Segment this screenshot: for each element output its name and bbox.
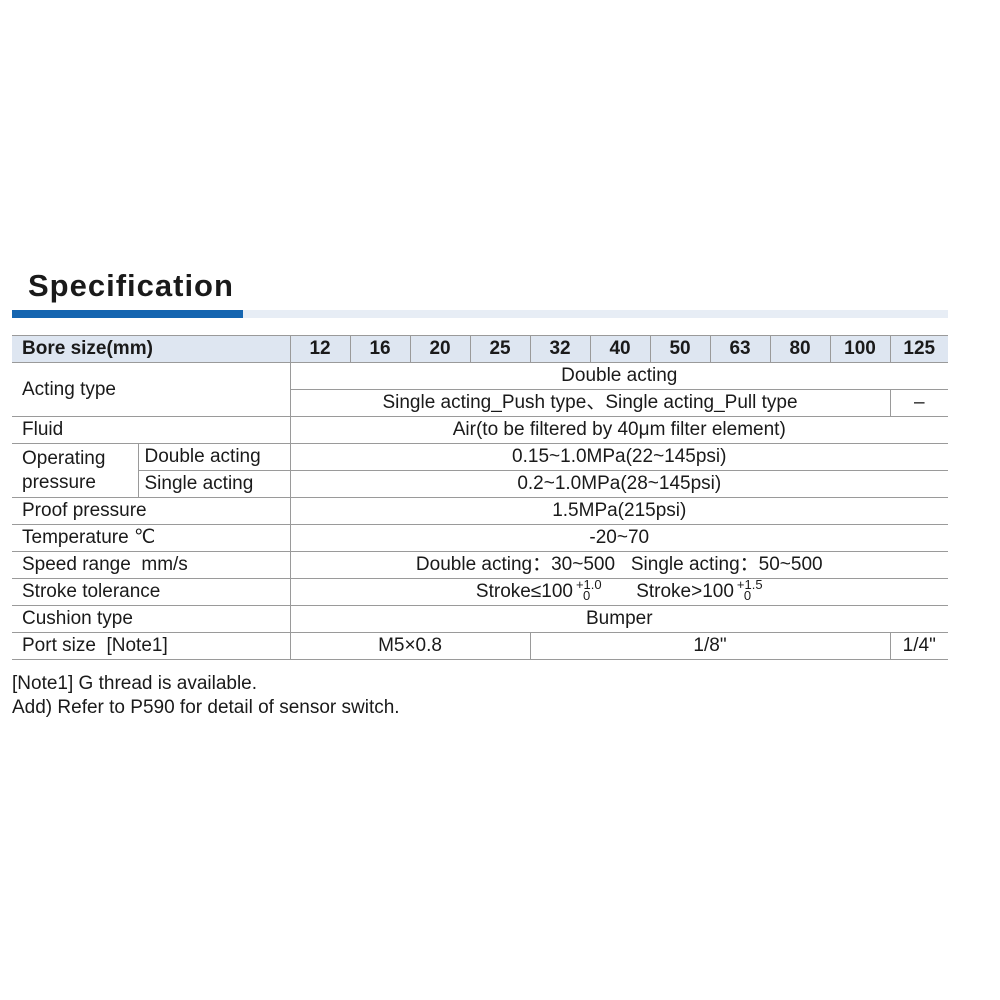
title-underline-track [12, 310, 948, 318]
row-sublabel: Double acting [137, 443, 291, 471]
table-row: Fluid Air(to be filtered by 40μm filter … [12, 416, 949, 444]
row-label: Speed range mm/s [12, 551, 291, 579]
row-label: Operating pressure [12, 443, 138, 498]
stroke-a: Stroke≤100 [475, 581, 573, 602]
table-row: Temperature ℃ -20~70 [12, 524, 949, 552]
tolerance-upper: +1.0 [575, 577, 602, 592]
cell-value: Bumper [289, 605, 949, 633]
row-label: Fluid [12, 416, 291, 444]
row-label: Proof pressure [12, 497, 291, 525]
cell-value: Stroke≤100 +1.0 0 Stroke>100 +1.5 0 [289, 577, 949, 606]
bore-cell: 20 [409, 335, 471, 363]
bore-cell: 12 [289, 335, 351, 363]
bore-cell: 40 [589, 335, 651, 363]
bore-size-header: Bore size(mm) [12, 335, 291, 363]
cell-value: -20~70 [289, 524, 949, 552]
cell-value: – [889, 389, 949, 417]
table-row: Speed range mm/s Double acting：30~500 Si… [12, 551, 949, 579]
tolerance-lower: 0 [743, 588, 752, 603]
cell-value: 0.15~1.0MPa(22~145psi) [289, 443, 949, 471]
bore-cell: 16 [349, 335, 411, 363]
cell-value: Single acting_Push type、Single acting_Pu… [289, 389, 891, 417]
notes: [Note1] G thread is available. Add) Refe… [12, 672, 400, 720]
cell-value: 0.2~1.0MPa(28~145psi) [289, 470, 949, 498]
cell-value: Double acting [289, 362, 949, 390]
row-sublabel: Single acting [137, 470, 291, 498]
row-label: Temperature ℃ [12, 524, 291, 552]
bore-cell: 32 [529, 335, 591, 363]
row-label: Cushion type [12, 605, 291, 633]
cell-value: M5×0.8 [289, 632, 531, 660]
table-row: Port size [Note1] M5×0.8 1/8" 1/4" [12, 632, 949, 660]
stroke-b: Stroke>100 [636, 581, 734, 602]
row-label: Port size [Note1] [12, 632, 291, 660]
cell-value: Double acting：30~500 Single acting：50~50… [289, 551, 949, 579]
cell-value: 1/4" [889, 632, 949, 660]
bore-cell: 80 [769, 335, 831, 363]
bore-cell: 63 [709, 335, 771, 363]
table-row: Stroke tolerance Stroke≤100 +1.0 0 Stroke>… [12, 577, 949, 606]
row-label: Acting type [12, 362, 291, 417]
bore-cell: 25 [469, 335, 531, 363]
title-underline-accent [12, 310, 243, 318]
spec-table: Bore size(mm) 12 16 20 25 32 40 50 63 80… [12, 335, 949, 660]
bore-cell: 125 [889, 335, 949, 363]
tolerance-lower: 0 [582, 588, 591, 603]
tolerance-upper: +1.5 [736, 577, 763, 592]
cell-value: Air(to be filtered by 40μm filter elemen… [289, 416, 949, 444]
cell-value: 1.5MPa(215psi) [289, 497, 949, 525]
bore-cell: 100 [829, 335, 891, 363]
row-label: Stroke tolerance [12, 578, 291, 606]
table-row: Operating pressure Double acting 0.15~1.… [12, 443, 949, 498]
tolerance-b: +1.5 0 [736, 577, 763, 603]
bore-cell: 50 [649, 335, 711, 363]
page-title: Specification [28, 268, 234, 303]
table-row: Proof pressure 1.5MPa(215psi) [12, 497, 949, 525]
table-row: Single acting_Push type、Single acting_Pu… [12, 389, 949, 417]
cell-value: 1/8" [529, 632, 891, 660]
note-2: Add) Refer to P590 for detail of sensor … [12, 697, 400, 718]
table-row: Acting type Double acting [12, 362, 949, 417]
tolerance-a: +1.0 0 [575, 577, 602, 603]
table-row: Cushion type Bumper [12, 605, 949, 633]
note-1: [Note1] G thread is available. [12, 673, 258, 694]
table-row: Single acting 0.2~1.0MPa(28~145psi) [12, 470, 949, 498]
table-header-row: Bore size(mm) 12 16 20 25 32 40 50 63 80… [12, 335, 949, 363]
